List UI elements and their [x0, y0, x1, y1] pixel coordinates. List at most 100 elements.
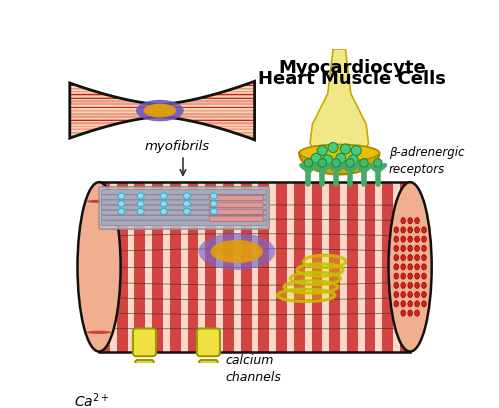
Polygon shape: [311, 182, 322, 352]
Polygon shape: [70, 97, 254, 98]
Ellipse shape: [351, 146, 361, 155]
Polygon shape: [70, 136, 254, 137]
Ellipse shape: [422, 291, 426, 298]
Polygon shape: [70, 137, 254, 140]
Polygon shape: [347, 182, 358, 352]
Ellipse shape: [144, 104, 176, 118]
Polygon shape: [70, 115, 254, 116]
Text: Myocardiocyte: Myocardiocyte: [278, 59, 426, 77]
Polygon shape: [70, 82, 254, 83]
Ellipse shape: [408, 236, 413, 242]
Polygon shape: [70, 134, 254, 135]
Ellipse shape: [279, 291, 333, 300]
Polygon shape: [70, 101, 254, 102]
Polygon shape: [70, 89, 254, 91]
FancyBboxPatch shape: [99, 187, 269, 229]
Ellipse shape: [77, 182, 121, 352]
Ellipse shape: [118, 201, 125, 207]
Polygon shape: [70, 96, 254, 99]
Polygon shape: [241, 182, 251, 352]
Ellipse shape: [415, 291, 419, 298]
Ellipse shape: [211, 240, 263, 263]
Polygon shape: [70, 86, 254, 88]
Ellipse shape: [401, 245, 406, 251]
Polygon shape: [294, 182, 304, 352]
Polygon shape: [70, 134, 254, 137]
Text: myofibrils: myofibrils: [145, 140, 210, 153]
Ellipse shape: [323, 155, 333, 165]
Ellipse shape: [422, 282, 426, 288]
Ellipse shape: [183, 193, 190, 199]
FancyBboxPatch shape: [101, 200, 267, 204]
FancyBboxPatch shape: [209, 209, 263, 215]
Polygon shape: [70, 112, 254, 115]
Ellipse shape: [311, 153, 321, 163]
Ellipse shape: [401, 310, 406, 316]
Ellipse shape: [137, 208, 144, 215]
Polygon shape: [70, 104, 254, 105]
Polygon shape: [70, 127, 254, 128]
Ellipse shape: [210, 193, 217, 199]
Polygon shape: [70, 124, 254, 127]
Polygon shape: [70, 113, 254, 114]
Ellipse shape: [408, 301, 413, 307]
Ellipse shape: [401, 273, 406, 279]
Ellipse shape: [332, 159, 340, 167]
Polygon shape: [70, 91, 254, 92]
Polygon shape: [70, 129, 254, 130]
Ellipse shape: [408, 245, 413, 251]
Ellipse shape: [415, 301, 419, 307]
Polygon shape: [70, 88, 254, 89]
Polygon shape: [276, 182, 287, 352]
Ellipse shape: [415, 273, 419, 279]
Ellipse shape: [183, 201, 190, 207]
FancyBboxPatch shape: [209, 195, 263, 201]
Ellipse shape: [292, 274, 339, 283]
Ellipse shape: [401, 264, 406, 270]
Polygon shape: [70, 93, 254, 95]
Ellipse shape: [136, 100, 184, 121]
Polygon shape: [70, 111, 254, 113]
Ellipse shape: [401, 301, 406, 307]
Ellipse shape: [408, 282, 413, 288]
Ellipse shape: [394, 264, 399, 270]
Ellipse shape: [360, 159, 368, 167]
Ellipse shape: [304, 159, 313, 167]
Polygon shape: [70, 118, 254, 119]
Polygon shape: [70, 80, 254, 81]
Polygon shape: [299, 153, 379, 175]
Polygon shape: [70, 99, 254, 100]
Polygon shape: [223, 182, 234, 352]
FancyBboxPatch shape: [101, 195, 267, 200]
FancyBboxPatch shape: [209, 202, 263, 208]
Polygon shape: [99, 182, 110, 352]
Polygon shape: [70, 114, 254, 115]
Polygon shape: [400, 182, 411, 352]
Polygon shape: [70, 92, 254, 93]
Ellipse shape: [285, 282, 336, 291]
Ellipse shape: [210, 201, 217, 207]
Polygon shape: [70, 115, 254, 118]
Polygon shape: [70, 86, 254, 89]
Ellipse shape: [318, 159, 326, 167]
Ellipse shape: [401, 236, 406, 242]
Ellipse shape: [394, 273, 399, 279]
Ellipse shape: [408, 310, 413, 316]
Polygon shape: [70, 137, 254, 138]
Polygon shape: [70, 128, 254, 129]
Polygon shape: [70, 83, 254, 84]
Ellipse shape: [408, 255, 413, 261]
Ellipse shape: [299, 144, 379, 162]
Ellipse shape: [394, 301, 399, 307]
Ellipse shape: [346, 159, 354, 167]
FancyBboxPatch shape: [133, 328, 156, 356]
Ellipse shape: [422, 227, 426, 233]
Polygon shape: [70, 133, 254, 135]
Polygon shape: [70, 110, 254, 111]
Ellipse shape: [415, 245, 419, 251]
Ellipse shape: [202, 380, 215, 388]
Ellipse shape: [415, 217, 419, 224]
Polygon shape: [70, 95, 254, 96]
Polygon shape: [99, 182, 410, 352]
Ellipse shape: [183, 208, 190, 215]
